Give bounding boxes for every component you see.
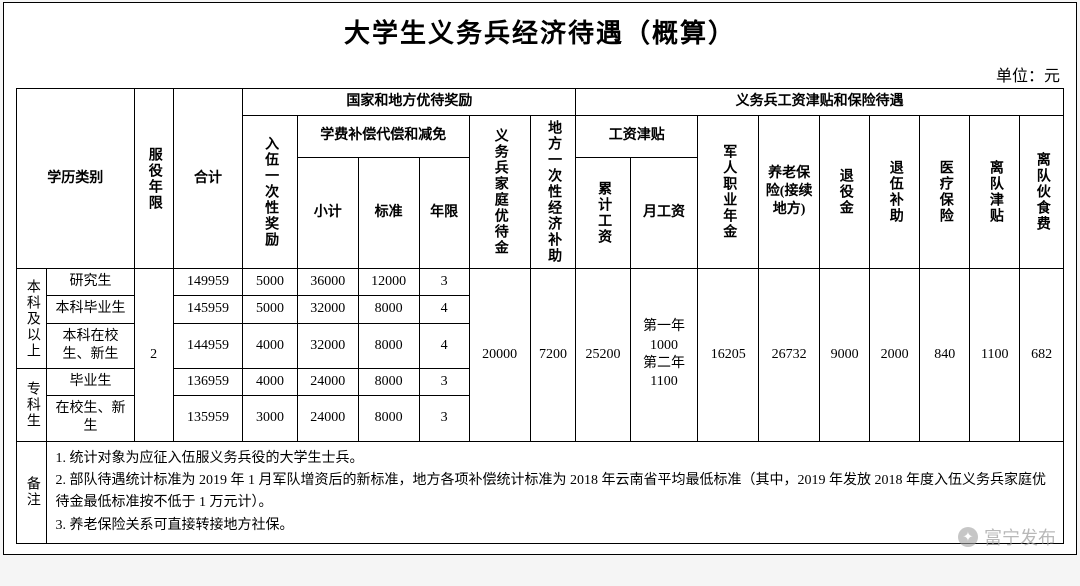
cell-sub: 本科毕业生 xyxy=(47,296,134,323)
cell-tyr: 3 xyxy=(419,269,469,296)
note-line: 1. 统计对象为应征入伍服义务兵役的大学生士兵。 xyxy=(55,448,1055,470)
cell-tsub: 32000 xyxy=(297,323,358,368)
notes-label: 备注 xyxy=(17,441,47,544)
cell-tsub: 32000 xyxy=(297,296,358,323)
col-meal-fee: 离队伙食费 xyxy=(1020,116,1064,269)
cell-tsub: 36000 xyxy=(297,269,358,296)
cell-local-subsidy: 7200 xyxy=(530,269,576,441)
col-subtotal: 小计 xyxy=(297,157,358,268)
cell-tstd: 8000 xyxy=(358,296,419,323)
cell-monthly-wage: 第一年1000第二年1100 xyxy=(630,269,697,441)
group-junior: 专科生 xyxy=(17,368,47,441)
col-enlist-bonus: 入伍一次性奖励 xyxy=(243,116,297,269)
col-discharge-sub: 退伍补助 xyxy=(870,116,920,269)
notes-cell: 1. 统计对象为应征入伍服义务兵役的大学生士兵。 2. 部队待遇统计标准为 20… xyxy=(47,441,1064,544)
header-row: 学历类别 服役年限 合计 国家和地方优待奖励 义务兵工资津贴和保险待遇 xyxy=(17,89,1064,116)
col-occ-annuity: 军人职业年金 xyxy=(698,116,759,269)
table-row: 本科及以上 研究生 2 149959 5000 36000 12000 3 20… xyxy=(17,269,1064,296)
cell-tyr: 3 xyxy=(419,396,469,441)
col-discharge: 退役金 xyxy=(820,116,870,269)
col-leave-allow: 离队津贴 xyxy=(970,116,1020,269)
cell-tsub: 24000 xyxy=(297,396,358,441)
col-tuition-comp: 学费补偿代偿和减免 xyxy=(297,116,469,158)
compensation-table: 学历类别 服役年限 合计 国家和地方优待奖励 义务兵工资津贴和保险待遇 入伍一次… xyxy=(16,88,1064,544)
cell-medical: 840 xyxy=(920,269,970,441)
cell-discharge-sub: 2000 xyxy=(870,269,920,441)
cell-tstd: 12000 xyxy=(358,269,419,296)
col-family-pref: 义务兵家庭优待金 xyxy=(469,116,530,269)
cell-discharge: 9000 xyxy=(820,269,870,441)
col-wage-allow: 工资津贴 xyxy=(576,116,698,158)
cell-leave-allow: 1100 xyxy=(970,269,1020,441)
col-pension: 养老保险(接续地方) xyxy=(759,116,820,269)
note-line: 3. 养老保险关系可直接转接地方社保。 xyxy=(55,515,1055,537)
watermark-text: 富宁发布 xyxy=(984,524,1056,550)
note-line: 2. 部队待遇统计标准为 2019 年 1 月军队增资后的新标准，地方各项补偿统… xyxy=(55,470,1055,515)
cell-total: 145959 xyxy=(173,296,243,323)
watermark: ✦ 富宁发布 xyxy=(958,524,1056,550)
cell-tyr: 4 xyxy=(419,323,469,368)
cell-cum-wage: 25200 xyxy=(576,269,630,441)
col-military-pay: 义务兵工资津贴和保险待遇 xyxy=(576,89,1064,116)
col-service-years: 服役年限 xyxy=(134,89,173,269)
notes-row: 备注 1. 统计对象为应征入伍服义务兵役的大学生士兵。 2. 部队待遇统计标准为… xyxy=(17,441,1064,544)
group-undergrad: 本科及以上 xyxy=(17,269,47,369)
wechat-icon: ✦ xyxy=(958,527,978,547)
unit-label: 单位：元 xyxy=(16,62,1064,86)
cell-total: 144959 xyxy=(173,323,243,368)
cell-family-pref: 20000 xyxy=(469,269,530,441)
col-monthly-wage: 月工资 xyxy=(630,157,697,268)
col-standard: 标准 xyxy=(358,157,419,268)
col-cum-wage: 累计工资 xyxy=(576,157,630,268)
cell-bonus: 4000 xyxy=(243,323,297,368)
cell-bonus: 3000 xyxy=(243,396,297,441)
cell-sub: 毕业生 xyxy=(47,368,134,395)
col-education: 学历类别 xyxy=(17,89,135,269)
cell-total: 149959 xyxy=(173,269,243,296)
cell-occ-annuity: 16205 xyxy=(698,269,759,441)
page-title: 大学生义务兵经济待遇（概算） xyxy=(16,13,1064,50)
cell-tstd: 8000 xyxy=(358,323,419,368)
cell-sub: 本科在校生、新生 xyxy=(47,323,134,368)
col-national-local: 国家和地方优待奖励 xyxy=(243,89,576,116)
cell-tsub: 24000 xyxy=(297,368,358,395)
cell-bonus: 5000 xyxy=(243,296,297,323)
cell-tyr: 3 xyxy=(419,368,469,395)
col-medical: 医疗保险 xyxy=(920,116,970,269)
cell-tstd: 8000 xyxy=(358,368,419,395)
cell-bonus: 4000 xyxy=(243,368,297,395)
cell-total: 135959 xyxy=(173,396,243,441)
cell-meal-fee: 682 xyxy=(1020,269,1064,441)
col-local-subsidy: 地方一次性经济补助 xyxy=(530,116,576,269)
cell-pension: 26732 xyxy=(759,269,820,441)
cell-sub: 在校生、新生 xyxy=(47,396,134,441)
cell-tstd: 8000 xyxy=(358,396,419,441)
col-years: 年限 xyxy=(419,157,469,268)
cell-service-years: 2 xyxy=(134,269,173,441)
cell-sub: 研究生 xyxy=(47,269,134,296)
cell-tyr: 4 xyxy=(419,296,469,323)
cell-total: 136959 xyxy=(173,368,243,395)
col-total: 合计 xyxy=(173,89,243,269)
cell-bonus: 5000 xyxy=(243,269,297,296)
document-page: 大学生义务兵经济待遇（概算） 单位：元 学历类别 服役年限 合计 国家和地方优待… xyxy=(3,2,1077,555)
